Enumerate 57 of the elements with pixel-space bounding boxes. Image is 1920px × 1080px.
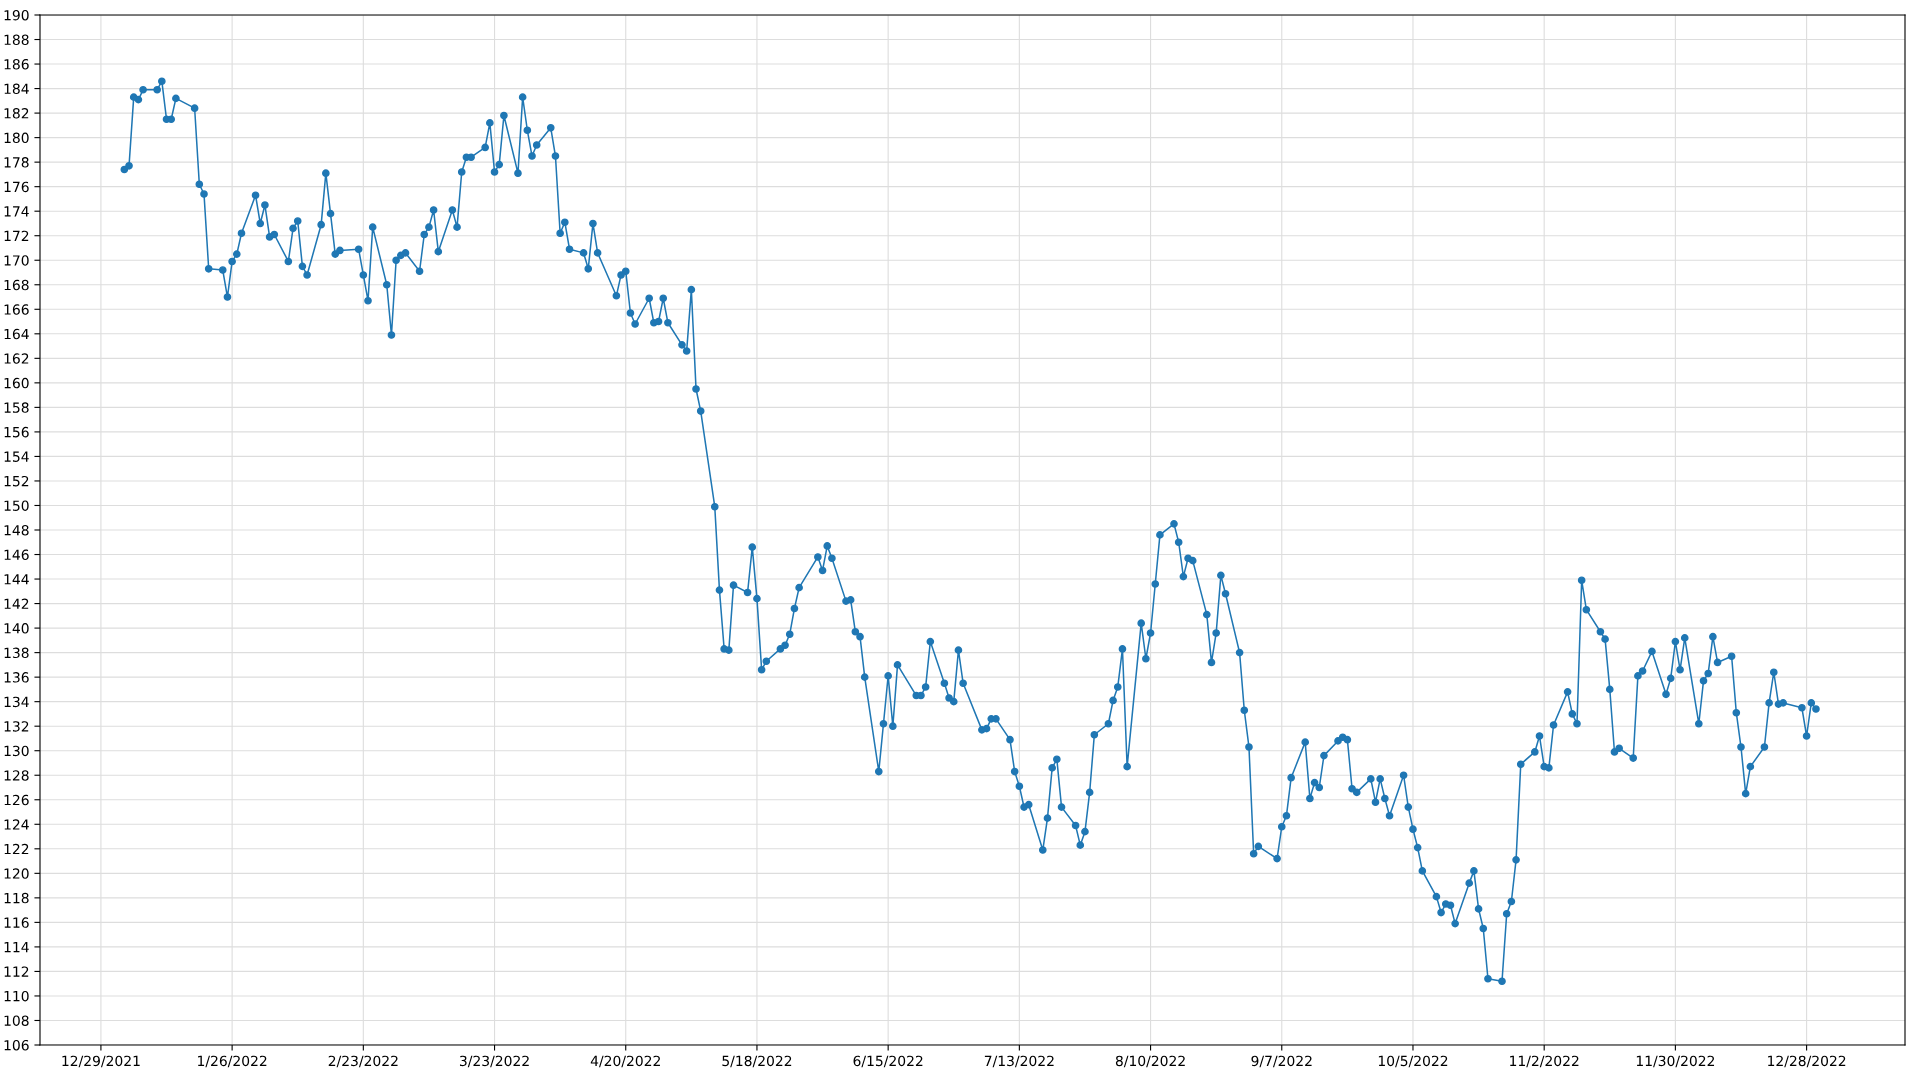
y-tick-label: 160	[4, 377, 29, 389]
y-tick-label: 130	[4, 745, 29, 757]
y-tick-label: 180	[4, 132, 29, 144]
y-tick-label: 122	[4, 843, 29, 855]
y-tick-label: 114	[4, 942, 29, 953]
y-tick-label: 128	[4, 770, 29, 781]
x-tick-label: 8/10/2022	[1115, 1055, 1185, 1068]
y-tick-label: 144	[4, 574, 29, 585]
x-tick-label: 2/23/2022	[328, 1055, 398, 1068]
y-tick-label: 166	[4, 304, 29, 315]
x-tick-label: 9/7/2022	[1251, 1055, 1312, 1068]
x-tick-label: 12/28/2022	[1768, 1055, 1846, 1068]
y-tick-label: 112	[4, 966, 29, 977]
y-tick-label: 136	[4, 672, 29, 683]
y-tick-label: 156	[4, 426, 29, 438]
y-tick-label: 108	[4, 1015, 29, 1026]
y-tick-label: 110	[4, 990, 29, 1002]
y-tick-label: 170	[4, 255, 29, 266]
y-tick-label: 168	[4, 279, 29, 291]
y-tick-label: 190	[4, 9, 29, 21]
y-tick-label: 154	[4, 451, 29, 462]
y-tick-label: 162	[4, 353, 29, 364]
y-tick-label: 184	[4, 83, 29, 95]
y-tick-label: 182	[4, 108, 29, 119]
y-tick-label: 164	[4, 328, 29, 340]
x-tick-label: 12/29/2021	[62, 1055, 140, 1068]
y-tick-label: 176	[4, 181, 29, 193]
y-tick-label: 140	[4, 623, 29, 634]
y-tick-label: 152	[4, 475, 29, 487]
x-tick-label: 11/30/2022	[1636, 1055, 1715, 1068]
x-tick-label: 1/26/2022	[198, 1055, 267, 1068]
x-tick-label: 11/2/2022	[1510, 1055, 1579, 1068]
y-tick-label: 124	[4, 819, 29, 830]
x-tick-label: 4/20/2022	[590, 1055, 660, 1068]
y-tick-label: 126	[4, 794, 29, 806]
y-tick-label: 172	[4, 230, 29, 241]
y-tick-label: 178	[4, 157, 29, 168]
y-tick-label: 118	[4, 892, 29, 904]
y-tick-label: 138	[4, 647, 29, 659]
y-tick-label: 158	[4, 402, 29, 413]
x-tick-label: 5/18/2022	[722, 1055, 792, 1068]
y-tick-label: 186	[4, 59, 29, 70]
y-tick-label: 188	[4, 34, 29, 45]
x-tick-label: 10/5/2022	[1378, 1055, 1448, 1068]
y-tick-label: 134	[4, 696, 29, 708]
x-tick-label: 3/23/2022	[459, 1055, 529, 1068]
y-tick-label: 116	[4, 917, 29, 928]
y-tick-label: 174	[4, 206, 29, 217]
x-tick-label: 7/13/2022	[984, 1055, 1054, 1068]
y-tick-label: 106	[4, 1039, 29, 1051]
y-tick-label: 146	[4, 549, 29, 560]
y-tick-label: 142	[4, 598, 29, 609]
x-tick-label: 6/15/2022	[853, 1055, 923, 1068]
y-tick-label: 120	[4, 868, 29, 879]
y-tick-label: 148	[4, 524, 29, 536]
y-tick-label: 132	[4, 721, 29, 732]
y-tick-label: 150	[4, 500, 29, 511]
